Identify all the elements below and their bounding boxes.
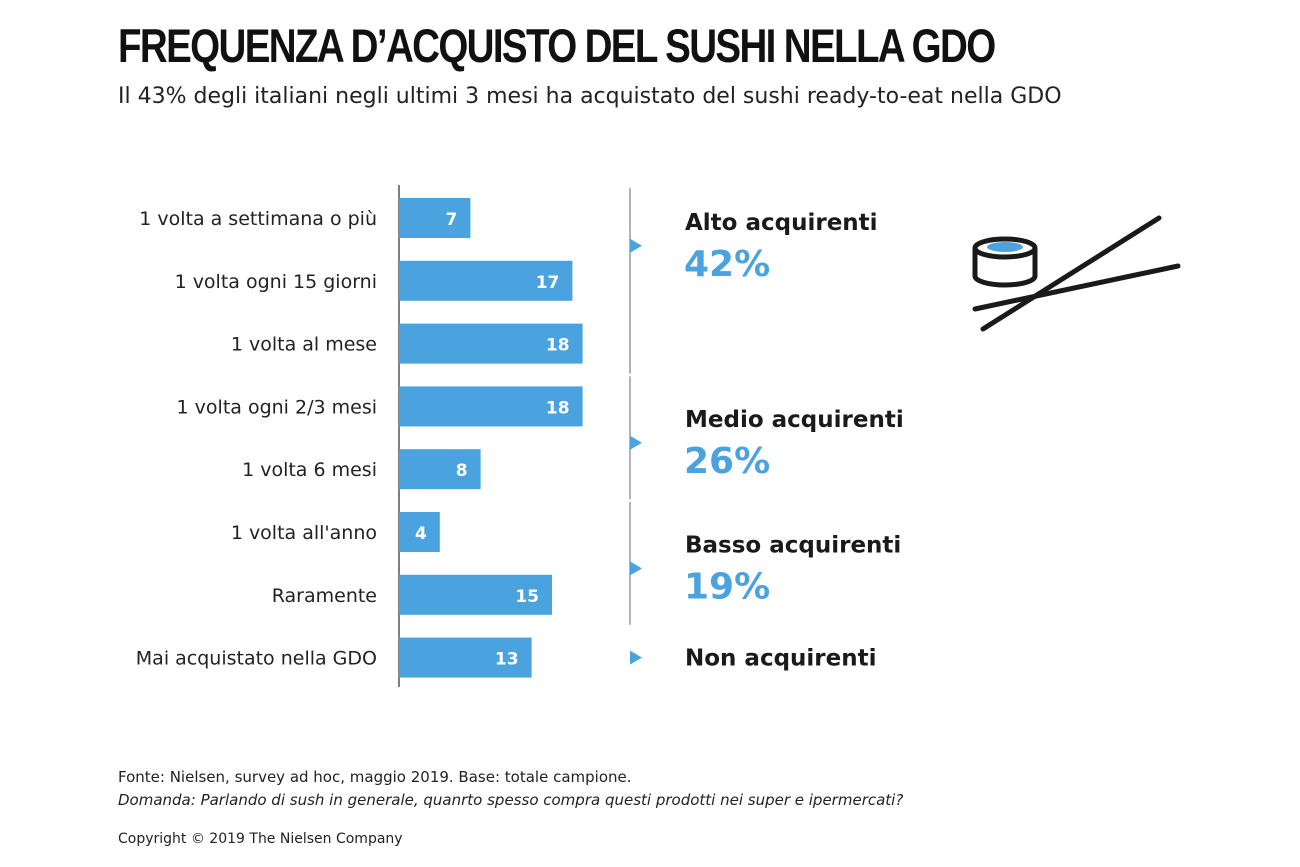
group-name: Alto acquirenti xyxy=(685,210,878,236)
category-label: Raramente xyxy=(272,585,377,607)
bar-value-label: 18 xyxy=(546,398,570,418)
source-note: Fonte: Nielsen, survey ad hoc, maggio 20… xyxy=(118,768,632,786)
groups-layer: Alto acquirenti 42% Medio acquirenti 26% Bas… xyxy=(629,188,904,672)
bar xyxy=(399,198,471,238)
chopsticks-icon xyxy=(972,215,1181,332)
sushi-roll-icon xyxy=(972,236,1038,288)
group-name: Non acquirenti xyxy=(685,646,877,672)
category-label: 1 volta all'anno xyxy=(231,522,377,544)
group-arrow-icon xyxy=(630,435,642,450)
bar-value-label: 18 xyxy=(546,336,570,356)
bar-value-label: 13 xyxy=(495,650,519,670)
group-percent: 19% xyxy=(684,566,770,607)
bar xyxy=(399,323,583,364)
bar xyxy=(399,449,481,490)
bar xyxy=(399,512,440,552)
bar xyxy=(399,386,583,427)
bar xyxy=(399,637,532,678)
category-label: Mai acquistato nella GDO xyxy=(136,648,377,670)
category-label: 1 volta 6 mesi xyxy=(242,459,377,481)
group-name: Basso acquirenti xyxy=(685,532,901,558)
bar xyxy=(399,574,552,615)
chart-area: 1 volta a settimana o più 7 1 volta ogni 1… xyxy=(136,185,1181,687)
bar xyxy=(399,260,573,301)
sushi-illustration xyxy=(972,215,1181,332)
group-percent: 26% xyxy=(684,441,770,482)
bar-value-label: 7 xyxy=(446,210,458,230)
chart-subtitle: Il 43% degli italiani negli ultimi 3 mes… xyxy=(118,84,1062,109)
bar-value-label: 8 xyxy=(456,461,468,481)
category-label: 1 volta ogni 2/3 mesi xyxy=(177,396,377,418)
question-note: Domanda: Parlando di sush in generale, q… xyxy=(118,791,904,809)
category-label: 1 volta ogni 15 giorni xyxy=(175,271,377,293)
bar-value-label: 4 xyxy=(415,524,427,544)
group-arrow-icon xyxy=(630,650,642,665)
bars-layer: 1 volta a settimana o più 7 1 volta ogni 1… xyxy=(136,185,583,687)
chart-title: FREQUENZA D’ACQUISTO DEL SUSHI NELLA GDO xyxy=(118,19,996,72)
category-label: 1 volta a settimana o più xyxy=(139,208,377,230)
group-name: Medio acquirenti xyxy=(685,407,904,433)
category-label: 1 volta al mese xyxy=(231,334,377,356)
group-arrow-icon xyxy=(630,561,642,576)
bar-value-label: 15 xyxy=(515,587,539,607)
group-arrow-icon xyxy=(630,238,642,253)
bar-value-label: 17 xyxy=(536,273,560,293)
group-percent: 42% xyxy=(684,244,770,285)
copyright-note: Copyright © 2019 The Nielsen Company xyxy=(118,831,403,847)
